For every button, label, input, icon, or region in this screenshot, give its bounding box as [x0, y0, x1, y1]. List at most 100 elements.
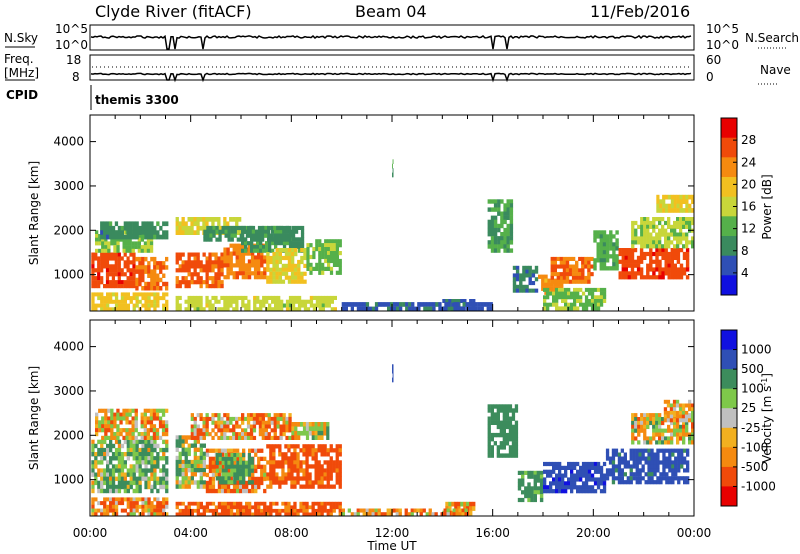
- power-cell: [691, 208, 695, 213]
- velocity-cell: [242, 476, 246, 481]
- power-cell: [509, 240, 514, 245]
- velocity-cell: [317, 476, 321, 481]
- power-cell: [297, 271, 301, 276]
- velocity-cell: [662, 464, 666, 469]
- velocity-cell: [608, 460, 613, 465]
- velocity-cell: [527, 490, 531, 495]
- power-cell: [324, 266, 328, 271]
- power-cell: [512, 273, 517, 278]
- power-cell: [555, 291, 559, 296]
- power-cell: [282, 237, 286, 242]
- power-cell: [500, 199, 504, 204]
- velocity-cell: [599, 481, 604, 486]
- power-cell: [673, 232, 677, 237]
- power-cell: [129, 268, 133, 273]
- velocity-cell: [638, 448, 642, 453]
- power-cell: [269, 255, 273, 261]
- velocity-cell: [629, 480, 633, 485]
- power-cell: [126, 284, 130, 289]
- velocity-cell: [131, 428, 135, 433]
- velocity-cell: [196, 459, 200, 465]
- velocity-colorbar-tick-label: -100: [741, 440, 768, 454]
- power-cell: [602, 250, 607, 255]
- power-cell: [149, 237, 154, 242]
- power-cell: [278, 279, 282, 284]
- power-cell: [147, 299, 151, 304]
- power-cell: [471, 306, 475, 312]
- power-cell: [278, 255, 282, 261]
- power-cell: [570, 291, 574, 296]
- power-cell: [146, 245, 151, 250]
- velocity-cell: [258, 413, 263, 418]
- velocity-cell: [141, 501, 145, 506]
- power-cell: [324, 251, 328, 256]
- power-cell: [522, 273, 526, 278]
- velocity-cell: [193, 455, 197, 461]
- velocity-cell: [236, 456, 240, 461]
- velocity-cell: [123, 497, 127, 502]
- power-cell: [217, 221, 221, 227]
- velocity-cell: [487, 424, 491, 430]
- velocity-cell: [539, 494, 544, 499]
- velocity-cell: [332, 508, 336, 513]
- power-cell: [546, 306, 550, 311]
- power-cell: [138, 265, 142, 270]
- velocity-cell: [635, 456, 639, 461]
- power-cell: [656, 208, 660, 213]
- power-cell: [105, 268, 110, 273]
- power-cell: [132, 225, 136, 231]
- power-cell: [691, 194, 695, 200]
- power-cell: [178, 221, 182, 227]
- power-cell: [262, 295, 266, 300]
- velocity-cell: [122, 408, 126, 413]
- power-cell: [655, 224, 659, 229]
- power-cell: [120, 303, 125, 308]
- velocity-cell: [106, 468, 110, 473]
- power-cell: [573, 295, 577, 300]
- velocity-cell: [144, 447, 148, 453]
- velocity-cell: [138, 447, 142, 453]
- power-cell: [146, 237, 151, 242]
- velocity-cell: [249, 435, 254, 440]
- velocity-cell: [308, 430, 312, 436]
- power-cell: [205, 264, 209, 269]
- power-cell: [263, 275, 267, 280]
- velocity-cell: [190, 459, 194, 465]
- power-cell: [94, 252, 98, 257]
- power-cell: [218, 233, 222, 238]
- power-cell: [226, 221, 230, 227]
- power-cell: [643, 244, 647, 249]
- velocity-cell: [371, 508, 375, 513]
- velocity-cell: [230, 460, 234, 465]
- velocity-cell: [567, 481, 571, 486]
- power-cell: [487, 227, 491, 233]
- velocity-cell: [652, 436, 656, 441]
- velocity-cell: [637, 440, 641, 445]
- power-cell: [229, 259, 233, 264]
- power-cell: [94, 268, 98, 273]
- velocity-cell: [527, 494, 531, 499]
- velocity-cell: [669, 414, 674, 419]
- power-cell: [522, 277, 526, 282]
- velocity-cell: [217, 460, 222, 465]
- power-cell: [105, 280, 110, 285]
- power-cell: [438, 302, 442, 307]
- velocity-cell: [264, 428, 268, 433]
- velocity-cell: [530, 494, 534, 499]
- power-cell: [330, 299, 334, 304]
- velocity-cell: [272, 480, 276, 485]
- power-cell: [91, 280, 95, 285]
- power-cell: [111, 264, 115, 269]
- velocity-cell: [116, 435, 120, 440]
- power-cell: [519, 273, 523, 278]
- velocity-cell: [278, 480, 282, 485]
- velocity-cell: [323, 468, 327, 473]
- power-cell: [633, 248, 638, 253]
- velocity-cell: [590, 461, 595, 467]
- power-cell: [392, 163, 393, 169]
- velocity-cell: [248, 508, 252, 513]
- velocity-cell: [190, 480, 194, 485]
- power-cell: [602, 262, 607, 267]
- velocity-cell: [317, 468, 321, 473]
- power-cell: [241, 255, 246, 260]
